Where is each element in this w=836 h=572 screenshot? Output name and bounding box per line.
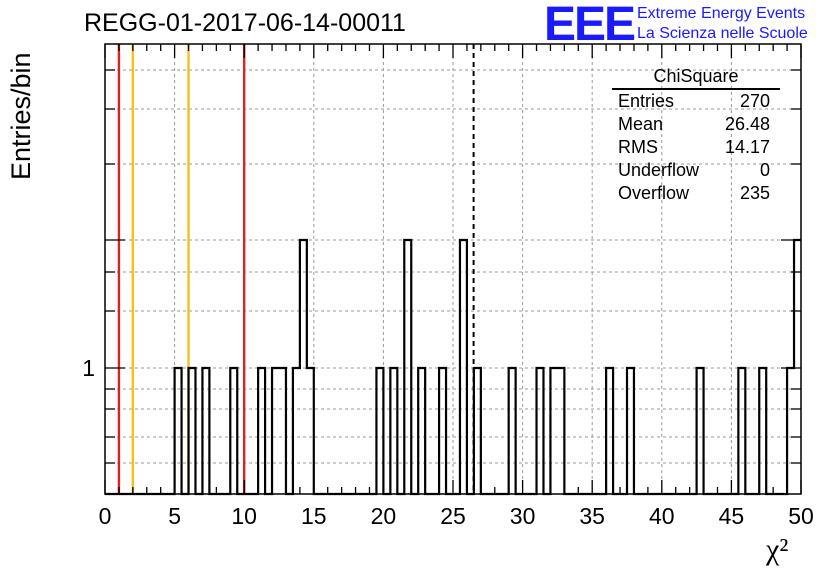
- plot-frame: [104, 43, 802, 495]
- reference-lines: [117, 44, 475, 494]
- logo-subtitle-line1: Extreme Energy Events: [637, 5, 806, 22]
- stats-value: 235: [739, 183, 770, 203]
- y-tick-label: 1: [82, 355, 95, 381]
- plot-title: REGG-01-2017-06-14-00011: [84, 9, 406, 37]
- x-axis-label: χ²: [766, 533, 789, 566]
- y-axis-label: Entries/bin: [6, 52, 36, 180]
- x-tick-label: 10: [231, 503, 257, 529]
- stats-value: 0: [759, 160, 770, 180]
- stats-value: 14.17: [724, 137, 770, 157]
- stats-label: Mean: [618, 114, 664, 134]
- x-tick-label: 20: [371, 503, 397, 529]
- x-tick-label: 25: [440, 503, 466, 529]
- stats-row: Underflow 0: [612, 159, 780, 182]
- eee-logo: EEE: [544, 0, 636, 51]
- logo-subtitle-line2: La Scienza nelle Scuole: [637, 25, 808, 42]
- x-tick-label: 5: [168, 503, 181, 529]
- chart-grid: [105, 44, 801, 494]
- stats-row: RMS 14.17: [612, 136, 780, 159]
- x-tick-label: 30: [510, 503, 536, 529]
- stats-value: 270: [739, 91, 770, 111]
- x-tick-label: 0: [99, 503, 112, 529]
- stats-box: ChiSquare Entries 270 Mean 26.48 RMS 14.…: [612, 66, 780, 205]
- x-tick-label: 50: [788, 503, 814, 529]
- x-tick-label: 35: [579, 503, 605, 529]
- stats-label: Entries: [618, 91, 675, 111]
- stats-label: Underflow: [618, 160, 700, 180]
- axis-tick-labels: 0 5 10 15 20 25 30 35 40 45 50 1: [82, 355, 814, 529]
- x-tick-label: 45: [719, 503, 745, 529]
- stats-row: Entries 270: [612, 90, 780, 113]
- stats-row: Mean 26.48: [612, 113, 780, 136]
- stats-title: ChiSquare: [612, 66, 780, 90]
- stats-label: Overflow: [618, 183, 690, 203]
- x-tick-label: 40: [649, 503, 675, 529]
- stats-row: Overflow 235: [612, 182, 780, 205]
- stats-value: 26.48: [724, 114, 770, 134]
- x-tick-label: 15: [301, 503, 327, 529]
- stats-label: RMS: [618, 137, 658, 157]
